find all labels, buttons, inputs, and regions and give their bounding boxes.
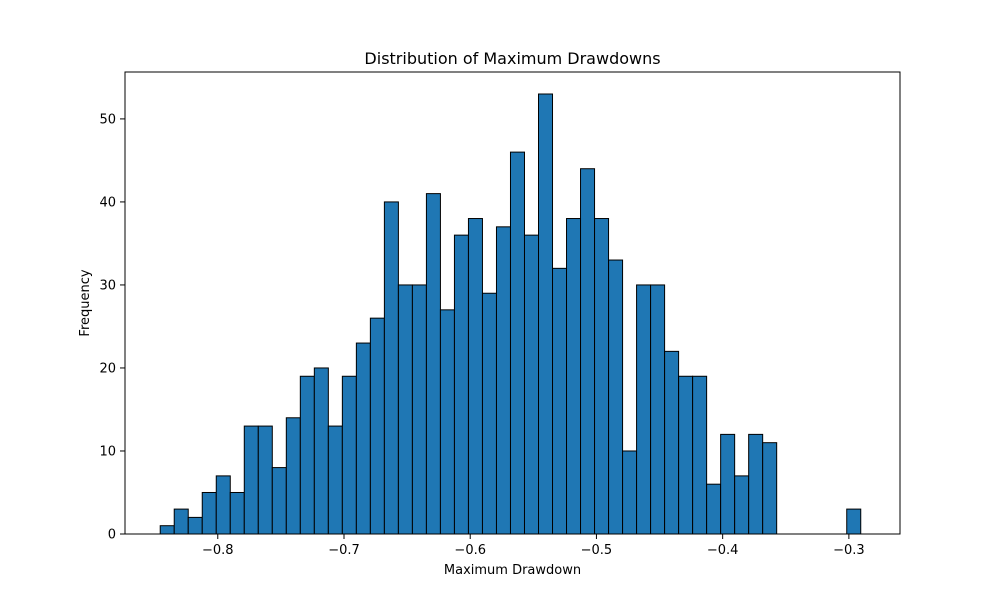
histogram-bar	[678, 375, 694, 535]
histogram-bar	[622, 450, 638, 535]
histogram-bar	[215, 475, 231, 535]
x-tick-label: −0.7	[328, 543, 360, 558]
histogram-bar	[341, 375, 357, 535]
histogram-bar	[327, 425, 343, 535]
histogram-bar	[552, 267, 568, 535]
histogram-bar	[299, 375, 315, 535]
y-tick-label: 0	[108, 528, 116, 543]
histogram-bar	[566, 218, 582, 535]
y-axis: 0 10 20 30 40 50	[99, 112, 125, 543]
histogram-bar	[762, 442, 778, 535]
histogram-bar	[720, 433, 736, 535]
y-tick-label: 30	[99, 278, 116, 293]
histogram-bar	[580, 168, 596, 535]
histogram-bar	[748, 433, 764, 535]
histogram-bar	[229, 491, 245, 535]
histogram-bar	[201, 491, 217, 535]
histogram-bar	[608, 259, 624, 535]
x-axis-title: Maximum Drawdown	[444, 563, 581, 578]
histogram-bar	[425, 193, 441, 535]
histogram-bar	[523, 234, 540, 535]
histogram-bar	[355, 342, 371, 535]
histogram-bar	[734, 475, 750, 535]
histogram-bar	[846, 508, 862, 535]
chart-title: Distribution of Maximum Drawdowns	[364, 49, 660, 68]
histogram-bar	[439, 309, 455, 535]
histogram-bar	[692, 375, 708, 535]
y-tick-label: 10	[99, 444, 116, 459]
histogram-bar	[187, 516, 203, 535]
histogram-bar	[495, 226, 511, 535]
histogram-bar	[271, 467, 287, 535]
x-axis: −0.8 −0.7 −0.6 −0.5 −0.4 −0.3	[202, 534, 865, 558]
histogram-bar	[243, 425, 259, 535]
x-tick-label: −0.3	[833, 543, 865, 558]
histogram-bar	[538, 93, 554, 535]
histogram-bar	[313, 367, 329, 535]
y-tick-label: 20	[99, 361, 116, 376]
histogram-bar	[467, 218, 483, 535]
histogram-bar	[285, 417, 301, 535]
y-tick-label: 40	[99, 195, 116, 210]
histogram-bar	[706, 483, 722, 535]
y-axis-title: Frequency	[78, 269, 93, 336]
histogram-bar	[481, 292, 497, 535]
histogram-bar	[257, 425, 273, 535]
histogram-bar	[411, 284, 427, 535]
bars-group	[159, 93, 862, 535]
histogram-bar	[159, 525, 175, 535]
histogram-bar	[636, 284, 652, 535]
x-tick-label: −0.4	[707, 543, 739, 558]
x-tick-label: −0.5	[581, 543, 613, 558]
histogram-bar	[664, 350, 680, 535]
histogram-bar	[594, 218, 610, 535]
histogram-bar	[509, 151, 525, 535]
x-tick-label: −0.8	[202, 543, 234, 558]
plot-frame	[124, 71, 901, 535]
histogram-bar	[173, 508, 189, 535]
histogram-bar	[650, 284, 666, 535]
histogram-bar	[383, 201, 399, 535]
histogram-bar	[453, 234, 469, 535]
histogram-bar	[397, 284, 413, 535]
x-tick-label: −0.6	[454, 543, 486, 558]
y-tick-label: 50	[99, 112, 116, 127]
histogram-bar	[369, 317, 385, 535]
